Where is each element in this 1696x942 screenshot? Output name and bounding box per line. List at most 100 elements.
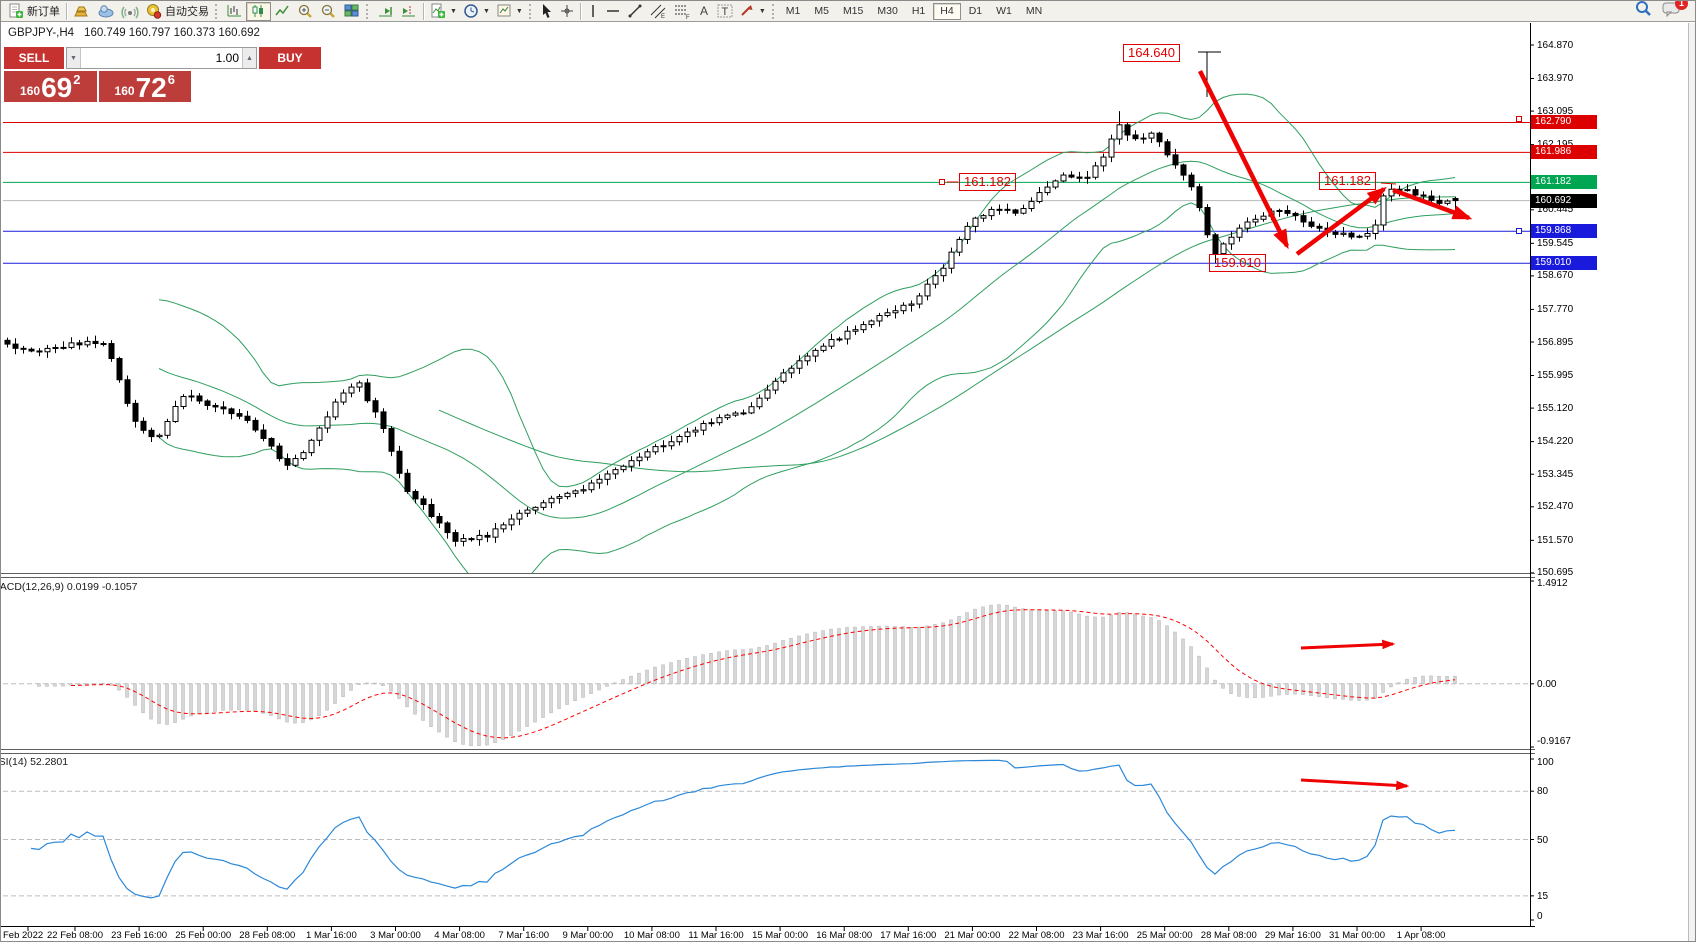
time-axis-tick: 28 Feb 08:00 bbox=[239, 930, 296, 941]
toolbar-grip bbox=[771, 3, 777, 19]
price-tick: 151.570 bbox=[1537, 534, 1574, 546]
periods-button[interactable]: ▼ bbox=[460, 2, 493, 21]
timeframe-bar: M1 M5 M15 M30 H1 H4 D1 W1 MN bbox=[780, 2, 1048, 20]
time-axis-tick: 23 Mar 16:00 bbox=[1072, 930, 1129, 941]
price-badge: 159.010 bbox=[1531, 256, 1597, 271]
timeframe-w1[interactable]: W1 bbox=[996, 5, 1012, 17]
gold-ingot-icon[interactable] bbox=[70, 2, 94, 21]
timeframe-m30[interactable]: M30 bbox=[877, 5, 898, 17]
price-annotation[interactable]: 161.182 bbox=[1319, 172, 1376, 190]
dropdown-caret-icon: ▼ bbox=[515, 7, 523, 15]
price-tick: 162.195 bbox=[1537, 139, 1573, 150]
svg-text:E: E bbox=[661, 14, 665, 19]
time-axis-tick: 21 Mar 00:00 bbox=[944, 930, 1001, 941]
price-badge: 159.868 bbox=[1531, 224, 1597, 239]
sell-button[interactable]: SELL bbox=[4, 47, 64, 69]
price-annotation[interactable]: 159.010 bbox=[1209, 254, 1266, 272]
time-axis-tick: Feb 2022 bbox=[3, 930, 44, 941]
text-button[interactable]: A bbox=[694, 2, 714, 21]
volume-stepper: ▼ ▲ bbox=[66, 47, 257, 69]
vertical-line-button[interactable] bbox=[584, 2, 602, 21]
time-axis-tick: 22 Mar 08:00 bbox=[1008, 930, 1065, 941]
community-icon[interactable] bbox=[94, 2, 118, 21]
price-axis-line[interactable] bbox=[1530, 23, 1531, 926]
new-order-button[interactable]: 新订单 bbox=[5, 2, 63, 21]
autotrade-button[interactable]: 自动交易 bbox=[142, 2, 212, 21]
volume-decrease-button[interactable]: ▼ bbox=[67, 48, 81, 68]
fibonacci-button[interactable]: F bbox=[670, 2, 694, 21]
line-chart-button[interactable] bbox=[271, 2, 294, 21]
search-icon[interactable] bbox=[1634, 1, 1652, 22]
time-axis-tick: 29 Mar 16:00 bbox=[1264, 930, 1321, 941]
tile-windows-button[interactable] bbox=[340, 2, 363, 21]
candlestick-chart-button[interactable] bbox=[246, 1, 271, 21]
rsi-scale-tick: 80 bbox=[1537, 786, 1549, 798]
toolbar-separator bbox=[579, 2, 581, 20]
pane-separator-rsi[interactable] bbox=[1, 749, 1535, 754]
volume-input[interactable] bbox=[81, 48, 242, 68]
time-axis-tick: 16 Mar 08:00 bbox=[816, 930, 873, 941]
zoom-out-button[interactable] bbox=[317, 2, 340, 21]
timeframe-m15[interactable]: M15 bbox=[842, 5, 864, 17]
rsi-label: RSI(14) 52.2801 bbox=[1, 756, 69, 768]
timeframe-m1[interactable]: M1 bbox=[785, 5, 801, 17]
price-annotation[interactable]: 164.640 bbox=[1123, 44, 1180, 62]
indicators-button[interactable]: ▼ bbox=[427, 2, 460, 21]
trendline-button[interactable] bbox=[624, 2, 646, 21]
timeframe-mn[interactable]: MN bbox=[1025, 5, 1043, 17]
time-axis-tick: 23 Feb 16:00 bbox=[111, 930, 168, 941]
symbol-name: GBPJPY-,H4 bbox=[8, 27, 75, 39]
sell-price-sup: 2 bbox=[73, 72, 81, 87]
chart-shift-button[interactable] bbox=[397, 2, 420, 21]
templates-button[interactable]: ▼ bbox=[493, 2, 526, 21]
horizontal-line-button[interactable] bbox=[602, 2, 624, 21]
time-axis-tick: 9 Mar 00:00 bbox=[562, 930, 614, 941]
rsi-scale-tick: 100 bbox=[1537, 757, 1554, 768]
signals-icon[interactable] bbox=[118, 2, 142, 21]
svg-text:A: A bbox=[700, 4, 708, 18]
time-axis-tick: 25 Feb 00:00 bbox=[175, 930, 232, 941]
price-annotation[interactable]: 161.182 bbox=[959, 173, 1016, 191]
timeframe-d1[interactable]: D1 bbox=[968, 5, 983, 17]
chart-scrollbar[interactable] bbox=[1688, 23, 1695, 941]
price-tick: 153.345 bbox=[1537, 468, 1574, 480]
symbol-header: GBPJPY-,H4 160.749 160.797 160.373 160.69… bbox=[8, 27, 260, 39]
price-tick: 156.895 bbox=[1537, 336, 1574, 348]
timeframe-m5[interactable]: M5 bbox=[814, 5, 829, 17]
price-badge: 162.790 bbox=[1531, 115, 1597, 130]
time-axis-tick: 17 Mar 16:00 bbox=[880, 930, 937, 941]
buy-price[interactable]: 160 72 6 bbox=[98, 71, 191, 102]
crosshair-button[interactable] bbox=[557, 2, 577, 21]
auto-scroll-button[interactable] bbox=[374, 2, 397, 21]
price-badge: 160.692 bbox=[1531, 193, 1597, 208]
equidistant-channel-button[interactable]: E bbox=[646, 2, 670, 21]
dropdown-caret-icon: ▼ bbox=[450, 7, 457, 15]
time-axis-tick: 11 Mar 16:00 bbox=[688, 930, 744, 941]
sell-price-prefix: 160 bbox=[20, 84, 41, 98]
price-tick: 163.970 bbox=[1537, 73, 1574, 85]
timeframe-h1[interactable]: H1 bbox=[911, 5, 926, 17]
macd-label: MACD(12,26,9) 0.0199 -0.1057 bbox=[1, 581, 138, 593]
zoom-in-button[interactable] bbox=[294, 2, 317, 21]
autotrade-icon bbox=[145, 3, 162, 19]
time-axis-tick: 10 Mar 08:00 bbox=[623, 930, 680, 941]
buy-button[interactable]: BUY bbox=[259, 47, 321, 69]
time-axis-tick: 22 Feb 08:00 bbox=[47, 930, 103, 941]
notification-badge: 1 bbox=[1675, 1, 1688, 10]
price-tick: 163.095 bbox=[1537, 105, 1574, 117]
chat-icon[interactable]: 1 bbox=[1662, 1, 1688, 22]
pane-separator-macd[interactable] bbox=[1, 573, 1535, 578]
time-axis-tick: 1 Mar 16:00 bbox=[306, 930, 357, 941]
timeframe-h4[interactable]: H4 bbox=[933, 2, 961, 20]
cursor-button[interactable] bbox=[537, 2, 557, 21]
arrow-objects-button[interactable]: ▼ bbox=[736, 2, 769, 21]
bar-chart-button[interactable] bbox=[223, 2, 246, 21]
text-label-button[interactable]: T bbox=[714, 2, 736, 21]
price-tick: 152.470 bbox=[1537, 501, 1574, 513]
sell-price[interactable]: 160 69 2 bbox=[4, 71, 97, 102]
new-order-icon bbox=[8, 3, 24, 19]
volume-increase-button[interactable]: ▲ bbox=[242, 48, 256, 68]
ohlc-values: 160.749 160.797 160.373 160.692 bbox=[84, 27, 260, 39]
price-tick: 158.670 bbox=[1537, 270, 1574, 282]
